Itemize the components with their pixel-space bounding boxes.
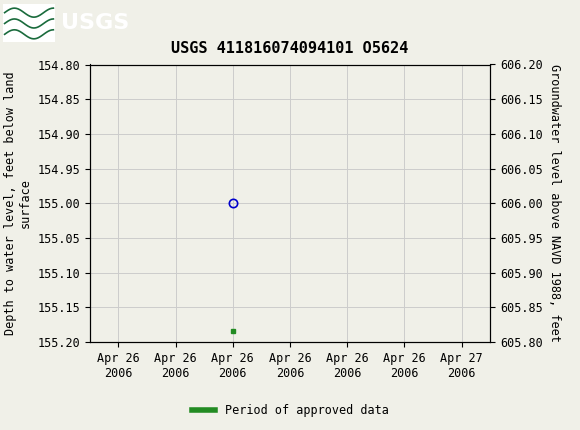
Title: USGS 411816074094101 O5624: USGS 411816074094101 O5624 [171, 41, 409, 56]
FancyBboxPatch shape [3, 3, 55, 42]
Text: USGS: USGS [61, 12, 129, 33]
Y-axis label: Depth to water level, feet below land
surface: Depth to water level, feet below land su… [4, 71, 32, 335]
Y-axis label: Groundwater level above NAVD 1988, feet: Groundwater level above NAVD 1988, feet [548, 64, 561, 342]
Legend: Period of approved data: Period of approved data [187, 399, 393, 422]
